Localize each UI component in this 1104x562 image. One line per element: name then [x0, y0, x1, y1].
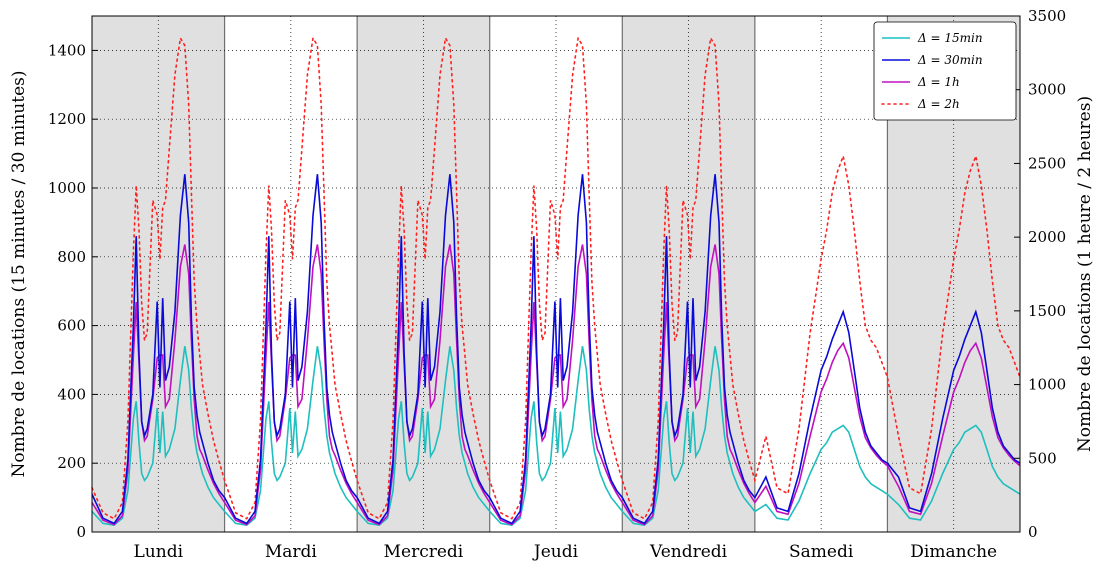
left-tick-label: 800	[57, 248, 86, 266]
day-label: Jeudi	[532, 542, 579, 562]
series-line-0	[91, 346, 1021, 526]
right-axis: 0 500 1000 1500 2000 2500 3000 3500	[1014, 7, 1066, 541]
series-line-3	[91, 35, 1021, 520]
day-label: Lundi	[134, 542, 184, 562]
right-tick-label: 0	[1028, 523, 1038, 541]
day-label: Mercredi	[384, 542, 464, 562]
day-shade-0	[92, 16, 225, 532]
day-label: Dimanche	[910, 542, 997, 562]
left-tick-label: 400	[57, 385, 86, 403]
right-tick-label: 2000	[1028, 228, 1066, 246]
day-shade-2	[357, 16, 490, 532]
legend-label: Δ = 15min	[917, 31, 983, 45]
right-tick-label: 3500	[1028, 7, 1066, 25]
legend-label: Δ = 1h	[917, 75, 960, 89]
left-axis-title: Nombre de locations (15 minutes / 30 min…	[9, 71, 29, 478]
legend-label: Δ = 2h	[917, 97, 960, 111]
right-tick-label: 3000	[1028, 81, 1066, 99]
left-tick-label: 1200	[48, 110, 86, 128]
day-labels: Lundi Mardi Mercredi Jeudi Vendredi Samedi Dim…	[134, 542, 998, 562]
left-tick-label: 1000	[48, 179, 86, 197]
left-tick-label: 600	[57, 317, 86, 335]
left-tick-label: 0	[76, 523, 86, 541]
day-label: Samedi	[789, 542, 854, 562]
day-label: Mardi	[265, 542, 318, 562]
legend: Δ = 15min Δ = 30min Δ = 1h Δ = 2h	[873, 21, 1017, 121]
right-axis-title: Nombre de locations (1 heure / 2 heures)	[1075, 96, 1095, 452]
right-tick-label: 2500	[1028, 154, 1066, 172]
plot-frame	[91, 15, 1021, 533]
legend-label: Δ = 30min	[917, 53, 983, 67]
series-line-1	[91, 174, 1021, 525]
left-tick-label: 1400	[48, 41, 86, 59]
legend-box	[873, 21, 1017, 121]
left-tick-label: 200	[57, 454, 86, 472]
right-tick-label: 500	[1028, 449, 1057, 467]
day-shade-4	[622, 16, 755, 532]
day-label: Vendredi	[649, 542, 728, 562]
series-layer	[91, 35, 1021, 526]
left-axis: 0 200 400 600 800 1000 1200 1400	[48, 41, 98, 541]
right-tick-label: 1000	[1028, 376, 1066, 394]
right-tick-label: 1500	[1028, 302, 1066, 320]
